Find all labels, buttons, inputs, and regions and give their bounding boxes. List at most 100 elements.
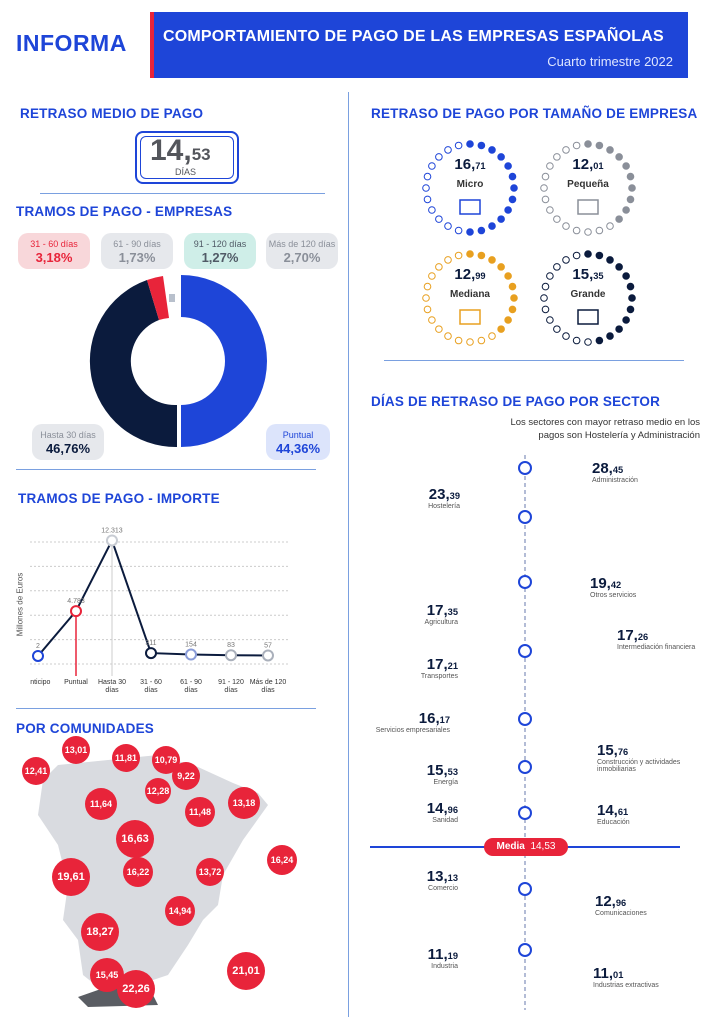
ring-dot [423, 282, 432, 291]
sector-item: 23,39 Hostelería [428, 486, 460, 510]
ring-dot [540, 184, 548, 192]
sector-timeline [518, 455, 532, 1010]
region-bubble: 11,48 [185, 797, 215, 827]
data-point [32, 649, 44, 662]
ring-dot [584, 140, 592, 148]
pill-mas-120: Más de 120 días 2,70% [266, 233, 338, 269]
ring-dot [454, 251, 463, 260]
chart-title: TRAMOS DE PAGO - IMPORTE [18, 491, 220, 506]
ring-dot [606, 332, 614, 340]
ring-dot [553, 215, 561, 223]
ring-dot [562, 222, 570, 230]
pill-61-90: 61 - 90 días 1,73% [101, 233, 173, 269]
comunidades-title: POR COMUNIDADES [16, 721, 155, 736]
ring-dot [488, 256, 496, 264]
ring-dot [510, 184, 518, 192]
ring-dot [435, 153, 443, 161]
sector-item: 12,96 Comunicaciones [595, 893, 647, 917]
ring-dot [428, 162, 436, 170]
tramos-empresas-title: TRAMOS DE PAGO - EMPRESAS [16, 204, 233, 219]
data-point [262, 649, 274, 662]
ring-dot [626, 195, 635, 204]
ring-dot [541, 305, 550, 314]
ring-dot [572, 226, 581, 235]
ring-dot [477, 141, 486, 150]
ring-dot [615, 263, 623, 271]
region-bubble: 18,27 [81, 913, 119, 951]
divider [384, 360, 684, 361]
data-point [70, 605, 82, 618]
ring-dot [595, 336, 604, 345]
ring-dot [628, 184, 636, 192]
building-icon [577, 309, 599, 325]
media-badge: Media 14,53 [484, 838, 568, 856]
ring-dot [428, 316, 436, 324]
region-bubble: 22,26 [117, 970, 155, 1008]
y-axis-label: Millones de Euros [15, 572, 25, 637]
ring-dot [606, 222, 614, 230]
ring-dot [546, 316, 554, 324]
ring-dot [497, 263, 505, 271]
size-ring-1 [540, 140, 636, 236]
ring-dot [541, 172, 550, 181]
region-bubble: 16,22 [123, 857, 153, 887]
ring-dot [504, 206, 512, 214]
sector-item: 17,21 Transportes [420, 656, 458, 680]
ring-dot [454, 226, 463, 235]
size-ring-2 [422, 250, 518, 346]
data-label: 4.783 [67, 598, 85, 605]
donut-slice-puntual [181, 275, 267, 447]
ring-dot [504, 316, 512, 324]
sector-intro: Los sectores con mayor retraso medio en … [510, 417, 700, 442]
header-banner [150, 12, 688, 78]
region-bubble: 16,63 [116, 820, 154, 858]
size-label: Mediana [449, 289, 490, 300]
ring-dot [504, 162, 512, 170]
ring-dot [466, 338, 474, 346]
x-tick-label: Más de 120 días [250, 679, 287, 694]
ring-dot [488, 222, 496, 230]
ring-dot [595, 141, 604, 150]
timeline-node [518, 575, 532, 589]
ring-dot [497, 325, 505, 333]
data-label: 154 [185, 642, 197, 649]
ring-dot [444, 222, 452, 230]
ring-dot [508, 305, 517, 314]
ring-dot [626, 282, 635, 291]
ring-dot [540, 294, 548, 302]
column-divider [348, 92, 349, 1017]
ring-dot [572, 251, 581, 260]
pill-puntual: Puntual 44,36% [266, 424, 330, 460]
building-icon [459, 199, 481, 215]
ring-dot [454, 336, 463, 345]
divider [40, 193, 325, 194]
sector-item: 14,61 Educación [597, 802, 630, 826]
tamano-title: RETRASO DE PAGO POR TAMAÑO DE EMPRESA [371, 106, 698, 121]
region-bubble: 16,24 [267, 845, 297, 875]
ring-dot [466, 228, 474, 236]
page-subtitle: Cuarto trimestre 2022 [547, 54, 673, 69]
avg-value: 14,53 [150, 134, 211, 167]
ring-dot [572, 141, 581, 150]
avg-title: RETRASO MEDIO DE PAGO [20, 106, 204, 121]
region-bubble: 19,61 [52, 858, 90, 896]
sector-title: DÍAS DE RETRASO DE PAGO POR SECTOR [371, 394, 661, 409]
ring-dot [553, 153, 561, 161]
timeline-node [518, 760, 532, 774]
ring-dot [428, 272, 436, 280]
ring-dot [595, 226, 604, 235]
ring-dot [488, 146, 496, 154]
data-label: 57 [264, 642, 272, 649]
sector-item: 11,01 Industrias extractivas [593, 965, 659, 989]
data-point [225, 649, 237, 662]
region-bubble: 11,81 [112, 744, 140, 772]
timeline-node [518, 644, 532, 658]
ring-dot [435, 263, 443, 271]
ring-dot [466, 250, 474, 258]
pill-31-60: 31 - 60 días 3,18% [18, 233, 90, 269]
x-tick-label: Anticipo [30, 679, 51, 686]
ring-dot [504, 272, 512, 280]
avg-box [135, 131, 239, 184]
sector-item: 16,17 Servicios empresariales [375, 710, 450, 734]
